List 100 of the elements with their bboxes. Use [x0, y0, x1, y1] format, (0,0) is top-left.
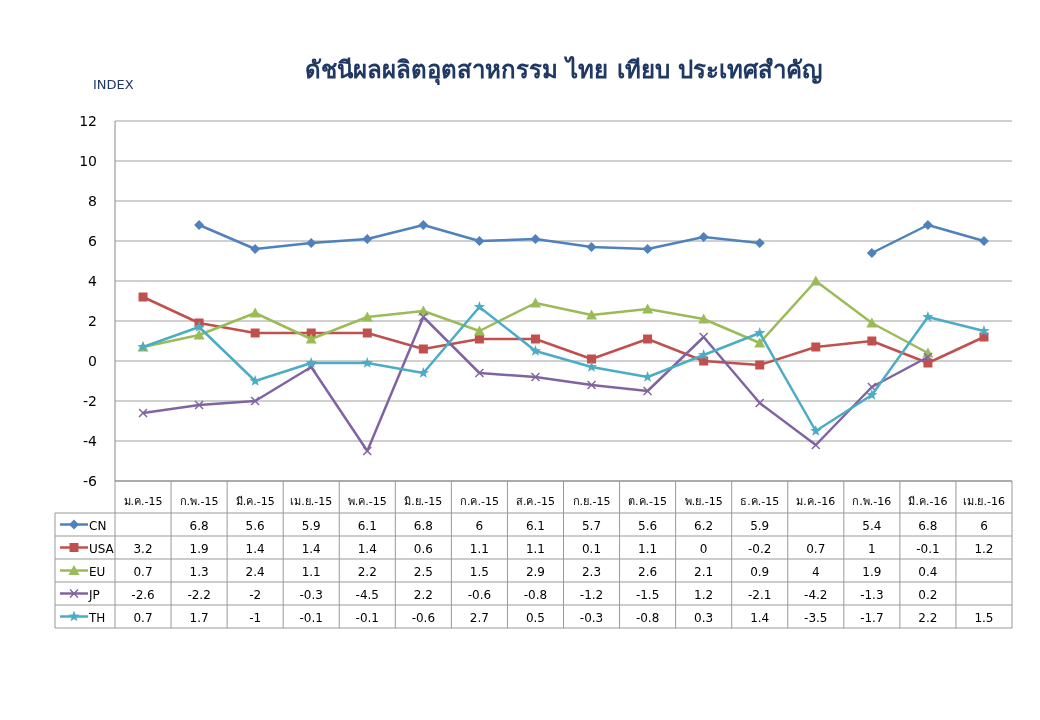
- data-label: 0.7: [133, 610, 153, 625]
- data-label: -0.6: [467, 587, 492, 602]
- data-label: 1.4: [357, 541, 377, 556]
- data-label: 0: [699, 541, 708, 556]
- data-label: -2.1: [748, 587, 772, 602]
- x-tick-label: เม.ย.-16: [962, 495, 1005, 508]
- data-label: 1.1: [638, 541, 658, 556]
- data-label: 2.1: [694, 564, 714, 579]
- data-label: 0.6: [413, 541, 433, 556]
- data-label: 2.2: [918, 610, 938, 625]
- data-label: 5.9: [750, 518, 770, 533]
- data-label: 5.6: [245, 518, 265, 533]
- x-tick-label: พ.ย.-15: [684, 495, 723, 508]
- data-label: 6.2: [694, 518, 714, 533]
- data-label: -4.5: [355, 587, 379, 602]
- y-tick-label: 4: [88, 273, 98, 289]
- data-label: 6.8: [413, 518, 433, 533]
- data-label: 6.1: [357, 518, 377, 533]
- data-label: 6.8: [918, 518, 938, 533]
- y-tick-label: -4: [83, 433, 98, 449]
- y-tick-label: -2: [83, 393, 97, 409]
- data-label: 0.4: [918, 564, 938, 579]
- x-tick-label: ม.ค.-15: [123, 495, 163, 508]
- data-label: -0.1: [355, 610, 379, 625]
- x-tick-label: ธ.ค.-15: [740, 495, 780, 508]
- data-label: -0.1: [916, 541, 940, 556]
- y-tick-label: 10: [79, 153, 97, 169]
- data-label: 1.2: [694, 587, 714, 602]
- data-label: 5.6: [638, 518, 658, 533]
- legend-label: CN: [89, 518, 107, 533]
- data-label: 2.3: [581, 564, 602, 579]
- data-label: 0.5: [525, 610, 546, 625]
- data-label: 0.3: [694, 610, 714, 625]
- data-label: 1.1: [469, 541, 489, 556]
- data-label: -1: [249, 610, 262, 625]
- data-label: 5.7: [581, 518, 602, 533]
- data-label: 1.1: [301, 564, 321, 579]
- data-label: -0.3: [579, 610, 604, 625]
- data-label: 1.4: [245, 541, 265, 556]
- legend-label: USA: [89, 541, 115, 556]
- x-tick-label: ก.พ.-15: [179, 495, 219, 508]
- data-label: 6.8: [189, 518, 209, 533]
- data-label: -0.1: [299, 610, 323, 625]
- data-label: 1.5: [974, 610, 994, 625]
- data-label: 6: [475, 518, 484, 533]
- data-label: -1.3: [860, 587, 884, 602]
- data-label: 1.3: [189, 564, 209, 579]
- data-label: 1.4: [301, 541, 321, 556]
- x-tick-label: ก.ย.-15: [572, 495, 611, 508]
- y-tick-label: 0: [88, 353, 97, 369]
- y-axis-title: INDEX: [93, 77, 134, 92]
- data-label: 4: [811, 564, 820, 579]
- data-label: -2.6: [131, 587, 155, 602]
- x-tick-label: ก.ค.-15: [459, 495, 499, 508]
- data-label: 6: [980, 518, 988, 533]
- x-tick-label: มี.ค.-16: [908, 495, 948, 508]
- data-label: 1.7: [189, 610, 209, 625]
- data-label: -1.2: [579, 587, 604, 602]
- x-tick-label: มี.ค.-15: [235, 495, 275, 508]
- x-tick-label: ก.พ.-16: [852, 495, 892, 508]
- data-label: 1.9: [189, 541, 209, 556]
- data-label: 2.7: [469, 610, 489, 625]
- data-label: 2.5: [413, 564, 433, 579]
- data-label: 0.7: [133, 564, 153, 579]
- x-tick-label: ส.ค.-15: [515, 495, 555, 508]
- data-label: -2.2: [187, 587, 211, 602]
- data-label: -0.3: [299, 587, 323, 602]
- x-tick-label: มิ.ย.-15: [404, 495, 443, 508]
- data-label: 2.4: [245, 564, 265, 579]
- data-label: 1.1: [525, 541, 546, 556]
- data-label: 1.9: [862, 564, 882, 579]
- data-label: -2: [249, 587, 262, 602]
- y-tick-label: -6: [83, 473, 98, 489]
- data-label: 2.6: [638, 564, 658, 579]
- data-label: 0.2: [918, 587, 938, 602]
- y-tick-label: 2: [88, 313, 97, 329]
- data-label: 5.4: [862, 518, 882, 533]
- data-label: -1.5: [635, 587, 660, 602]
- data-label: 3.2: [133, 541, 153, 556]
- data-label: -1.7: [860, 610, 884, 625]
- legend-label: EU: [89, 564, 106, 579]
- data-label: -0.2: [748, 541, 772, 556]
- data-label: -3.5: [804, 610, 828, 625]
- data-label: 1.2: [974, 541, 994, 556]
- data-label: 2.9: [525, 564, 546, 579]
- data-label: -0.8: [635, 610, 660, 625]
- x-tick-label: พ.ค.-15: [347, 495, 387, 508]
- data-label: 0.1: [581, 541, 602, 556]
- y-tick-label: 8: [88, 193, 97, 209]
- data-label: -0.8: [523, 587, 548, 602]
- data-label: 0.9: [750, 564, 770, 579]
- y-tick-label: 6: [88, 233, 98, 249]
- data-label: 2.2: [357, 564, 377, 579]
- data-label: 1: [868, 541, 876, 556]
- data-label: 1.4: [750, 610, 770, 625]
- data-label: -0.6: [411, 610, 436, 625]
- data-label: 5.9: [301, 518, 321, 533]
- x-tick-label: ต.ค.-15: [628, 495, 668, 508]
- x-tick-label: ม.ค.-16: [796, 495, 836, 508]
- legend-label: JP: [88, 587, 100, 602]
